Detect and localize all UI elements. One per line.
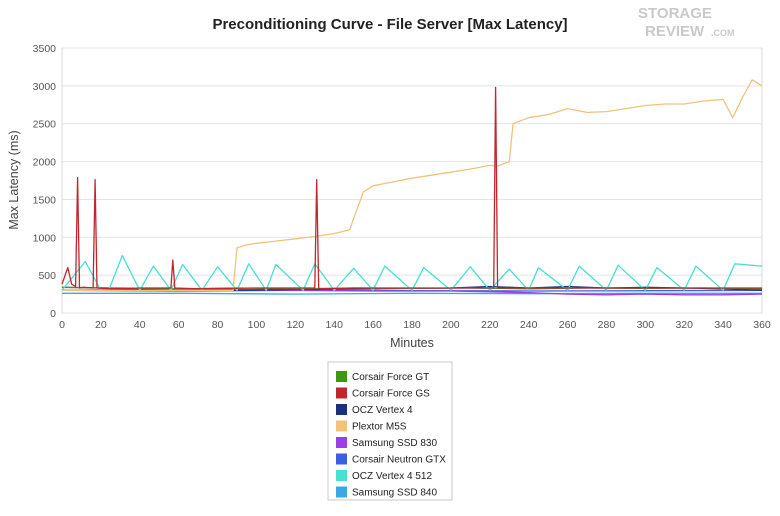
legend-swatch — [336, 404, 347, 415]
x-tick-label: 300 — [637, 319, 655, 331]
series-line-ocz-vertex-4-512 — [61, 254, 763, 291]
x-tick-label: 0 — [59, 319, 65, 331]
x-tick-label: 360 — [753, 319, 771, 331]
legend-swatch — [336, 470, 347, 481]
legend-swatch — [336, 437, 347, 448]
y-tick-label: 2500 — [33, 119, 57, 131]
gridlines — [62, 47, 762, 314]
x-axis-label: Minutes — [390, 336, 434, 350]
y-tick-label: 0 — [50, 308, 56, 320]
series-lines — [61, 79, 763, 296]
legend-swatch — [336, 387, 347, 399]
legend-label: OCZ Vertex 4 512 — [352, 471, 432, 482]
x-tick-label: 20 — [95, 319, 107, 331]
y-tick-label: 1500 — [33, 194, 57, 206]
x-tick-label: 320 — [675, 319, 693, 331]
x-tick-label: 100 — [248, 319, 266, 331]
series-line-samsung-ssd-830 — [61, 286, 763, 296]
legend: Corsair Force GT Corsair Force GS OCZ Vert… — [327, 361, 453, 501]
x-tick-label: 200 — [442, 319, 460, 331]
x-tick-label: 180 — [403, 319, 421, 331]
series-line-corsair-force-gs — [61, 86, 762, 290]
x-tick-label: 160 — [364, 319, 382, 331]
x-tick-label: 220 — [481, 319, 499, 331]
legend-label: Samsung SSD 840 — [352, 488, 437, 499]
y-tick-label: 3000 — [33, 81, 57, 93]
x-tick-label: 240 — [520, 319, 538, 331]
legend-swatch — [336, 420, 347, 432]
x-tick-label: 120 — [287, 319, 305, 331]
series-line-plextor-m5s — [62, 79, 763, 291]
watermark-line1: STORAGE — [638, 5, 712, 22]
legend-label: Corsair Neutron GTX — [352, 455, 446, 466]
x-tick-label: 60 — [173, 319, 185, 331]
legend-swatch — [336, 371, 347, 382]
y-tick-label: 1000 — [33, 232, 57, 244]
legend-box — [327, 361, 453, 501]
y-axis-label: Max Latency (ms) — [7, 130, 21, 229]
series-line-samsung-ssd-840 — [62, 292, 762, 295]
x-tick-label: 280 — [598, 319, 616, 331]
watermark-suffix: .COM — [711, 28, 735, 38]
legend-swatch — [336, 453, 347, 465]
y-tick-labels: 0 500 1000 1500 2000 2500 3000 3500 — [33, 43, 57, 320]
legend-label: Samsung SSD 830 — [352, 438, 437, 449]
legend-label: Corsair Force GS — [352, 389, 430, 400]
x-tick-label: 40 — [134, 319, 146, 331]
x-tick-labels: 0 20 40 60 80 100 120 140 160 180 200 220 240 260 280 3… — [59, 319, 771, 331]
y-tick-label: 500 — [38, 270, 56, 282]
x-tick-label: 340 — [714, 319, 732, 331]
watermark-logo: STORAGE REVIEW .COM — [638, 5, 735, 40]
legend-swatch — [336, 486, 347, 498]
x-tick-label: 80 — [212, 319, 224, 331]
x-tick-label: 140 — [325, 319, 343, 331]
x-tick-label: 260 — [559, 319, 577, 331]
legend-label: Plextor M5S — [352, 422, 407, 433]
y-tick-label: 2000 — [33, 157, 57, 169]
y-tick-label: 3500 — [33, 43, 57, 55]
legend-label: OCZ Vertex 4 — [352, 405, 413, 416]
legend-label: Corsair Force GT — [352, 372, 429, 383]
watermark-line2: REVIEW — [645, 23, 705, 40]
chart-title: Preconditioning Curve - File Server [Max… — [212, 16, 567, 33]
